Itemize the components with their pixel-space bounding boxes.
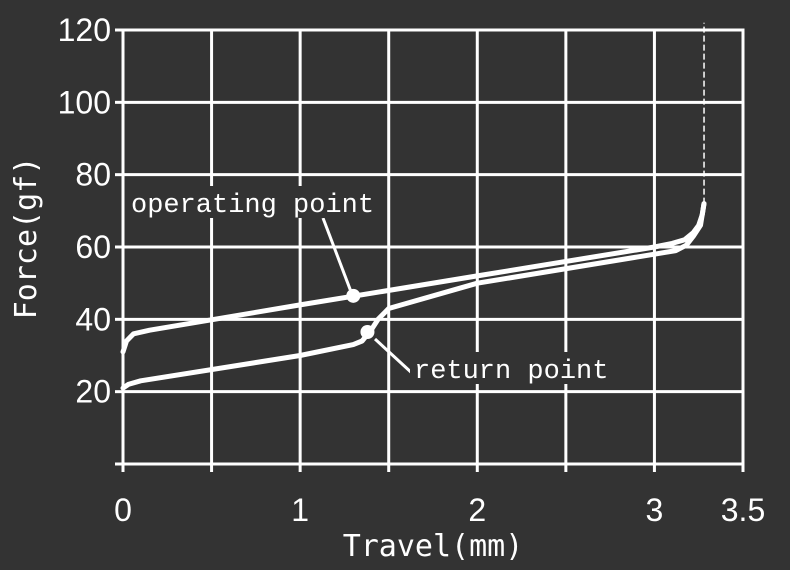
operating-point-marker (346, 288, 361, 303)
y-axis-title: Force(gf) (9, 157, 44, 320)
return-point-leader (373, 337, 415, 376)
x-axis-title: Travel(mm) (343, 529, 524, 564)
operating-point-label: operating point (131, 191, 374, 221)
operating-point-label-bg (126, 186, 374, 218)
return-point-label: return point (414, 357, 608, 387)
y-tick-label: 40 (75, 301, 111, 337)
x-tick-label: 3 (646, 492, 664, 528)
y-tick-label: 60 (75, 229, 111, 265)
x-tick-label: 1 (291, 492, 309, 528)
y-tick-label: 120 (58, 12, 111, 48)
axis-ticks: 20 40 60 80 100 120 0 1 2 3 3.5 (58, 12, 766, 528)
y-tick-label: 20 (75, 374, 111, 410)
y-tick-label: 80 (75, 157, 111, 193)
return-point-marker (360, 324, 375, 339)
operating-point-leader (321, 217, 352, 291)
series-layer (120, 22, 707, 391)
x-tick-label: 3.5 (721, 492, 765, 528)
return-point-label-bg (410, 352, 602, 384)
x-tick-label: 2 (468, 492, 486, 528)
x-tick-label: 0 (114, 492, 132, 528)
y-tick-label: 100 (58, 84, 111, 120)
annotation-layer: operating point return point (126, 186, 608, 387)
return-curve (120, 201, 707, 391)
